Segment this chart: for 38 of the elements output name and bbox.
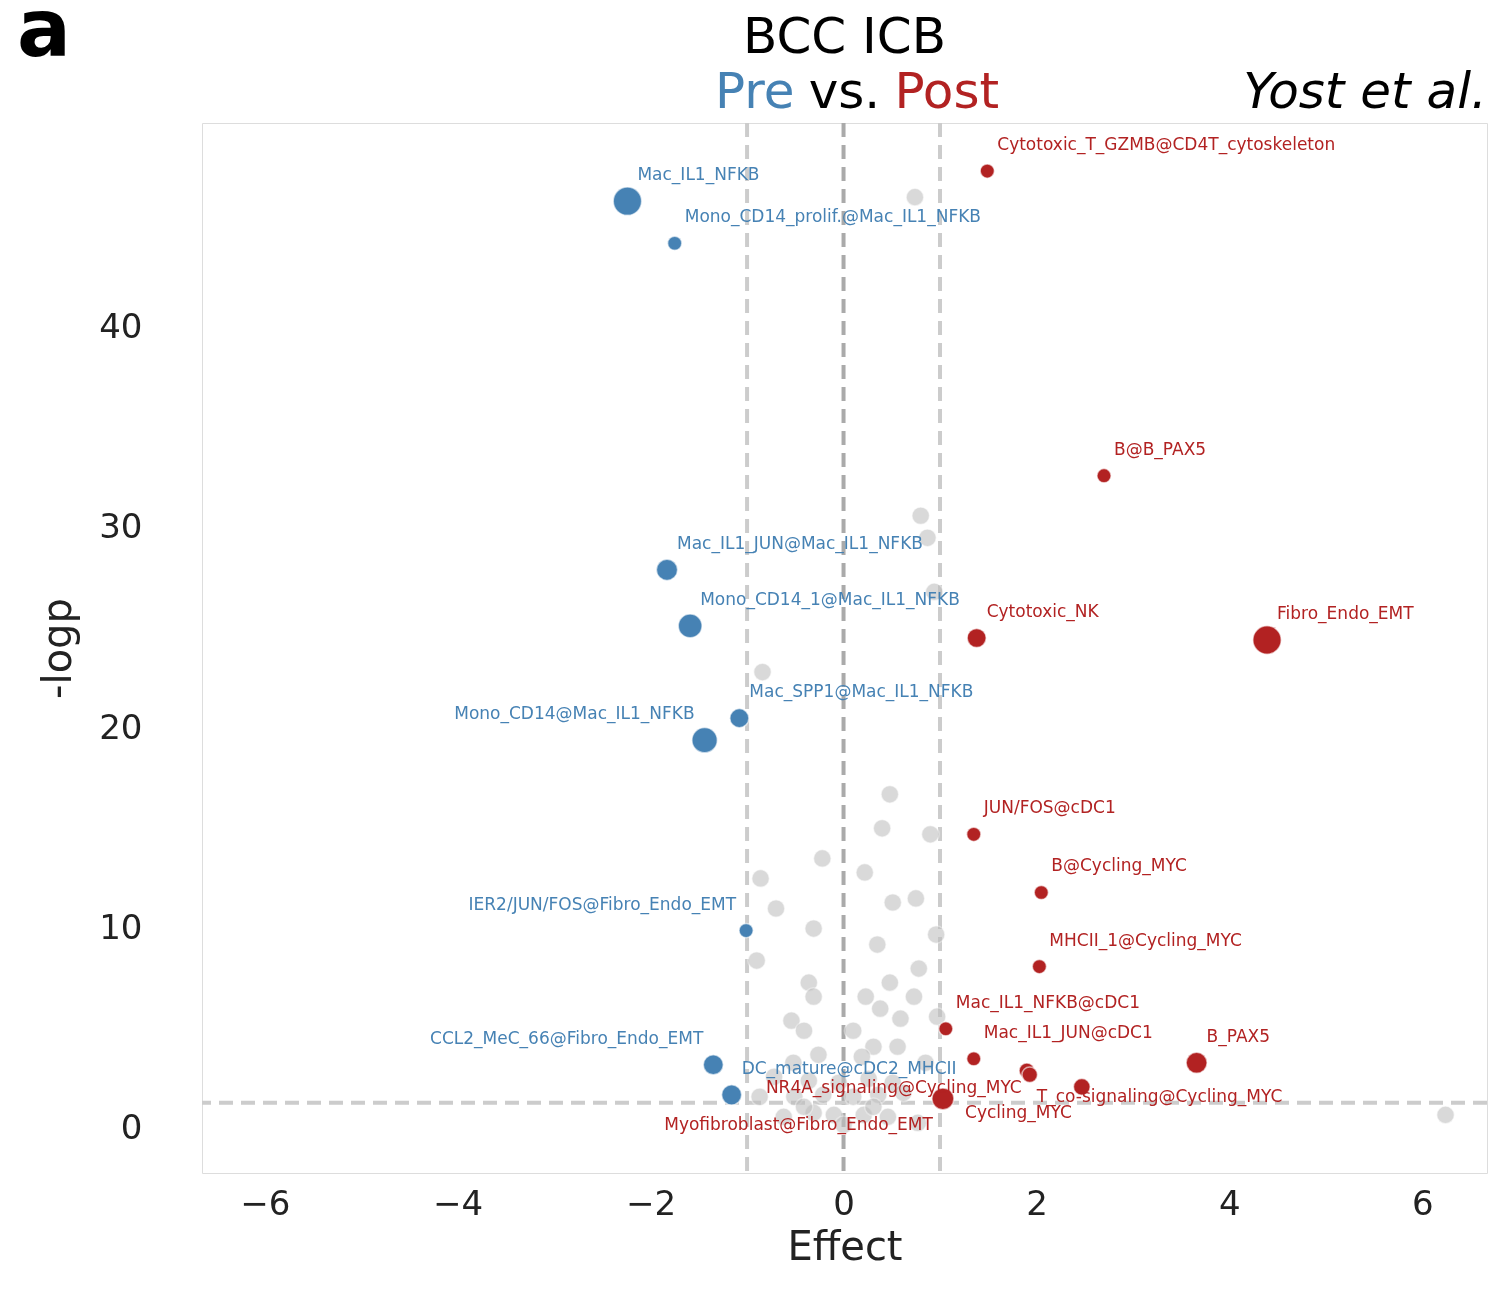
annotation: Mac_IL1_JUN@cDC1 — [983, 1021, 1153, 1043]
x-tick-label: −4 — [433, 1182, 484, 1223]
x-tick-label: 2 — [1026, 1182, 1048, 1223]
x-tick-label: 6 — [1412, 1182, 1434, 1223]
y-tick-label: 10 — [99, 907, 143, 948]
x-tick-label: 4 — [1219, 1182, 1241, 1223]
x-axis-title: Effect — [787, 1222, 903, 1269]
annotation: Mac_IL1_NFKB — [637, 164, 760, 186]
text: Yost et al. — [1243, 62, 1487, 120]
annotation: MHCII_1@Cycling_MYC — [1049, 929, 1242, 951]
annotation: Mac_SPP1@Mac_IL1_NFKB — [749, 681, 974, 703]
annotation: Mac_IL1_JUN@Mac_IL1_NFKB — [676, 532, 923, 554]
annotation: B@Cycling_MYC — [1051, 855, 1187, 877]
text: a — [17, 0, 71, 75]
annotation: CCL2_MeC_66@Fibro_Endo_EMT — [430, 1027, 704, 1049]
annotation: Mono_CD14@Mac_IL1_NFKB — [454, 703, 695, 725]
y-axis-title: -logp — [34, 598, 81, 699]
annotation: Myofibroblast@Fibro_Endo_EMT — [664, 1113, 934, 1135]
x-tick-label: −6 — [240, 1182, 291, 1223]
annotation: Cytotoxic_NK — [986, 600, 1100, 622]
annotation: Mono_CD14_1@Mac_IL1_NFKB — [700, 588, 960, 610]
y-tick-label: 30 — [99, 506, 143, 547]
x-tick-label: 0 — [833, 1182, 855, 1223]
chart-title: BCC ICB — [742, 7, 947, 65]
chart-subtitle: Pre vs. Post — [715, 62, 1000, 120]
annotation: IER2/JUN/FOS@Fibro_Endo_EMT — [468, 893, 737, 915]
annotation: Fibro_Endo_EMT — [1277, 602, 1415, 624]
annotation: Cytotoxic_T_GZMB@CD4T_cytoskeleton — [997, 134, 1336, 156]
y-tick-label: 20 — [99, 706, 143, 747]
y-tick-label: 40 — [99, 305, 143, 346]
x-tick-label: −2 — [626, 1182, 677, 1223]
annotation: DC_mature@cDC2_MHCII — [741, 1057, 957, 1079]
annotation: Mac_IL1_NFKB@cDC1 — [955, 991, 1140, 1013]
annotation: B_PAX5 — [1206, 1025, 1271, 1047]
annotation: Mono_CD14_prolif.@Mac_IL1_NFKB — [684, 206, 981, 228]
annotation: B@B_PAX5 — [1114, 438, 1207, 460]
y-tick-label: 0 — [120, 1107, 143, 1148]
annotation: JUN/FOS@cDC1 — [982, 797, 1116, 818]
